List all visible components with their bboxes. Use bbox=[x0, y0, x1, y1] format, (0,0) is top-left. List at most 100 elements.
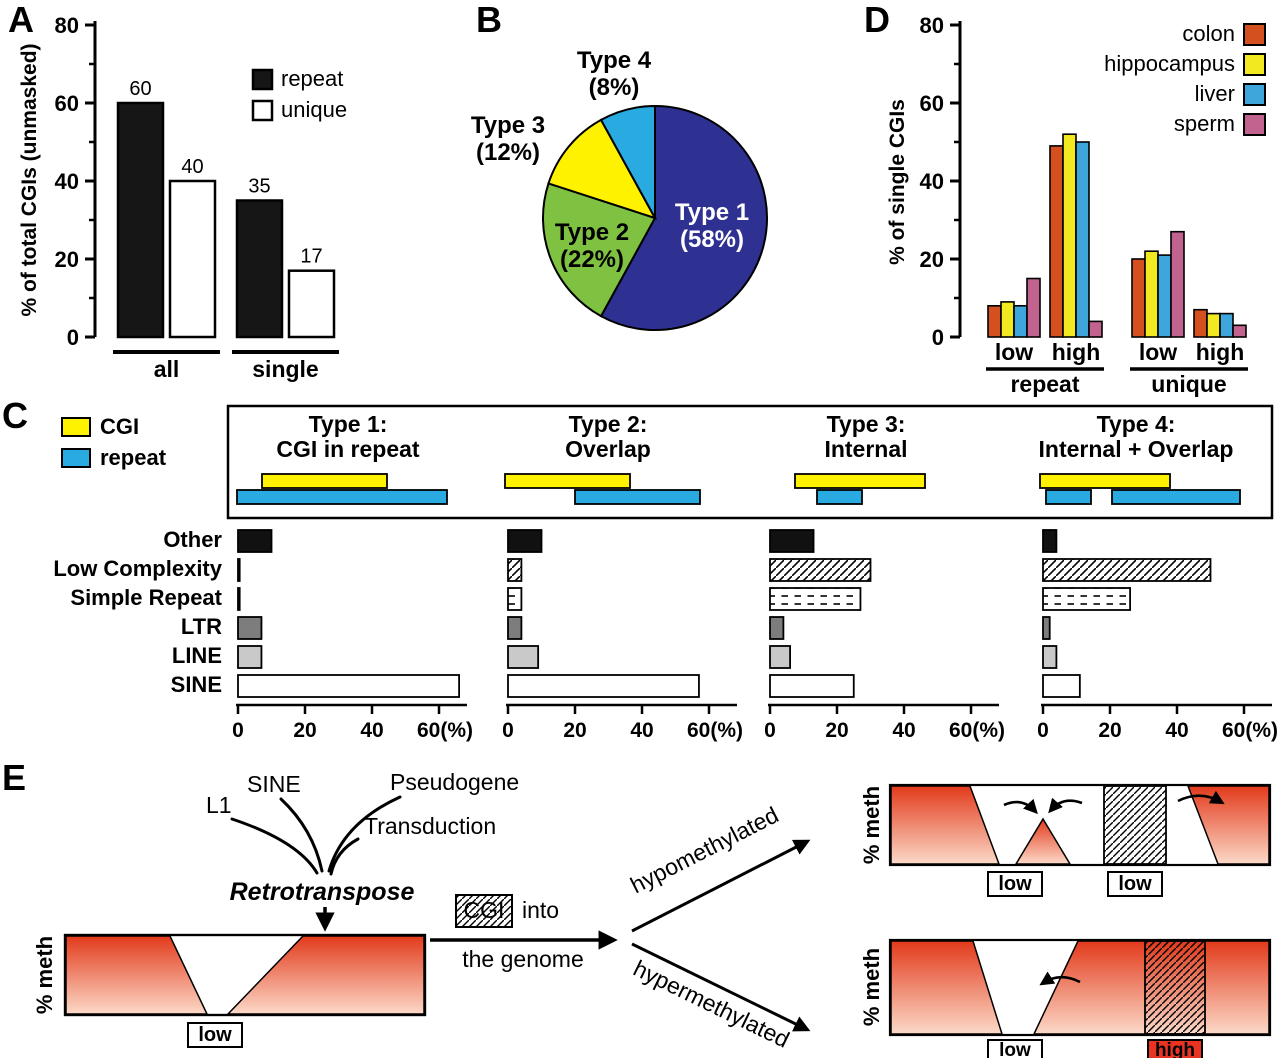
bar-outline bbox=[1042, 645, 1058, 669]
schematic-cgi-bar bbox=[261, 473, 388, 489]
bar-colon bbox=[1131, 258, 1146, 338]
schematic-repeat-bar bbox=[236, 489, 448, 505]
y-tick-label: 20 bbox=[55, 247, 79, 272]
bar-hippocampus bbox=[1206, 312, 1221, 338]
group-label: all bbox=[154, 356, 180, 382]
legend-label: repeat bbox=[100, 445, 167, 470]
bar-outline bbox=[237, 529, 273, 553]
bar-Low Complexity bbox=[508, 559, 522, 581]
bar-repeat-all bbox=[116, 101, 165, 339]
genome-label: the genome bbox=[462, 946, 583, 972]
bar-value-label: 17 bbox=[300, 246, 322, 268]
type-title: Type 1: bbox=[309, 411, 388, 437]
bar-outline bbox=[237, 616, 263, 640]
schematic-cgi-bar bbox=[504, 473, 631, 489]
legend-swatch-hippocampus bbox=[1243, 53, 1266, 76]
bar-repeat-single bbox=[235, 199, 284, 339]
x-tick-label: 60(%) bbox=[687, 719, 743, 742]
type-subtitle: Overlap bbox=[565, 436, 651, 462]
panel-b-letter: B bbox=[476, 0, 502, 40]
bar-Low Complexity bbox=[1043, 559, 1211, 581]
pie-pct-label: (12%) bbox=[476, 139, 540, 166]
schematic-repeat-bar bbox=[574, 489, 701, 505]
row-label: LTR bbox=[181, 614, 222, 639]
bar-LINE bbox=[508, 646, 539, 668]
bar-liver bbox=[1075, 141, 1090, 338]
low-label: low bbox=[999, 1040, 1031, 1058]
x-tick-label: 60(%) bbox=[1222, 719, 1278, 742]
bar-Other bbox=[770, 530, 814, 552]
high-label: high bbox=[1155, 1040, 1195, 1058]
low-label: low bbox=[198, 1024, 232, 1046]
converge-curve bbox=[279, 797, 324, 873]
x-category-label: high bbox=[1196, 339, 1245, 365]
bar-outline bbox=[769, 587, 862, 611]
y-tick-label: 80 bbox=[920, 13, 944, 38]
bar-outline bbox=[769, 616, 785, 640]
bar-outline bbox=[237, 558, 241, 582]
bar-outline bbox=[507, 616, 523, 640]
type-title: Type 2: bbox=[569, 411, 648, 437]
pie-slice-3 bbox=[547, 118, 658, 220]
legend-swatch-colon bbox=[1243, 23, 1266, 46]
bar-Simple Repeat bbox=[1043, 588, 1131, 610]
legend-swatch-repeat bbox=[61, 448, 91, 468]
schematic-cgi-bar bbox=[794, 473, 926, 489]
x-tick-label: 0 bbox=[502, 719, 514, 742]
pie-label: Type 2 bbox=[555, 219, 629, 246]
x-tick-label: 40 bbox=[360, 719, 383, 742]
low-box bbox=[1107, 871, 1163, 897]
bar-outline bbox=[1042, 529, 1058, 553]
bar-Low Complexity bbox=[770, 559, 871, 581]
bar-colon bbox=[1049, 145, 1064, 338]
x-tick-label: 40 bbox=[892, 719, 915, 742]
schematic-repeat-bar bbox=[1045, 489, 1092, 505]
source-label-L1: L1 bbox=[206, 792, 232, 818]
x-tick-label: 40 bbox=[630, 719, 653, 742]
bar-SINE bbox=[1043, 675, 1080, 697]
bar-unique-single bbox=[287, 269, 336, 339]
y-tick-label: 60 bbox=[920, 91, 944, 116]
bar-LINE bbox=[1043, 646, 1057, 668]
bar-outline bbox=[1042, 674, 1081, 698]
bar-hippocampus bbox=[1000, 301, 1015, 338]
legend-label: repeat bbox=[281, 66, 343, 91]
legend-label: CGI bbox=[100, 414, 139, 439]
panel-c-repeat-class-charts: CGI repeat Type 1:CGI in repeat Type 2:Over… bbox=[53, 404, 1278, 742]
bar-SINE bbox=[508, 675, 699, 697]
bar-outline bbox=[769, 558, 872, 582]
spread-arrow bbox=[1177, 790, 1225, 805]
bar-value-label: 40 bbox=[181, 156, 203, 178]
bar-outline bbox=[507, 587, 523, 611]
source-label-Transduction: Transduction bbox=[364, 813, 496, 839]
bar-LINE bbox=[238, 646, 262, 668]
bar-outline bbox=[507, 558, 523, 582]
pie-slice-4 bbox=[599, 104, 656, 219]
row-label: LINE bbox=[172, 643, 222, 668]
type-title: Type 3: bbox=[827, 411, 906, 437]
panel-c-letter: C bbox=[2, 395, 28, 436]
x-category-label: low bbox=[1139, 339, 1177, 365]
y-tick-label: 60 bbox=[55, 91, 79, 116]
panel-e-model-diagram: L1 SINE Pseudogene Transduction Retrotranspo… bbox=[63, 769, 1272, 1058]
bar-LTR bbox=[1043, 617, 1050, 639]
row-label: SINE bbox=[171, 672, 222, 697]
hypo-arrow bbox=[631, 839, 811, 933]
bar-outline bbox=[1042, 558, 1212, 582]
converge-curve bbox=[230, 817, 319, 875]
bar-outline bbox=[769, 645, 792, 669]
meth-area bbox=[890, 785, 1001, 865]
legend-swatch-repeat bbox=[251, 68, 274, 91]
x-tick-label: 0 bbox=[232, 719, 244, 742]
legend-label: sperm bbox=[1174, 111, 1235, 136]
legend-label: unique bbox=[281, 97, 347, 122]
meth-box-border bbox=[63, 933, 427, 1017]
type-title: Type 4: bbox=[1097, 411, 1176, 437]
bar-outline bbox=[237, 674, 461, 698]
x-tick-label: 60(%) bbox=[949, 719, 1005, 742]
legend-label: colon bbox=[1182, 21, 1235, 46]
legend-swatch-sperm bbox=[1243, 113, 1266, 136]
bar-colon bbox=[1193, 308, 1208, 338]
panel-d-letter: D bbox=[864, 0, 890, 40]
